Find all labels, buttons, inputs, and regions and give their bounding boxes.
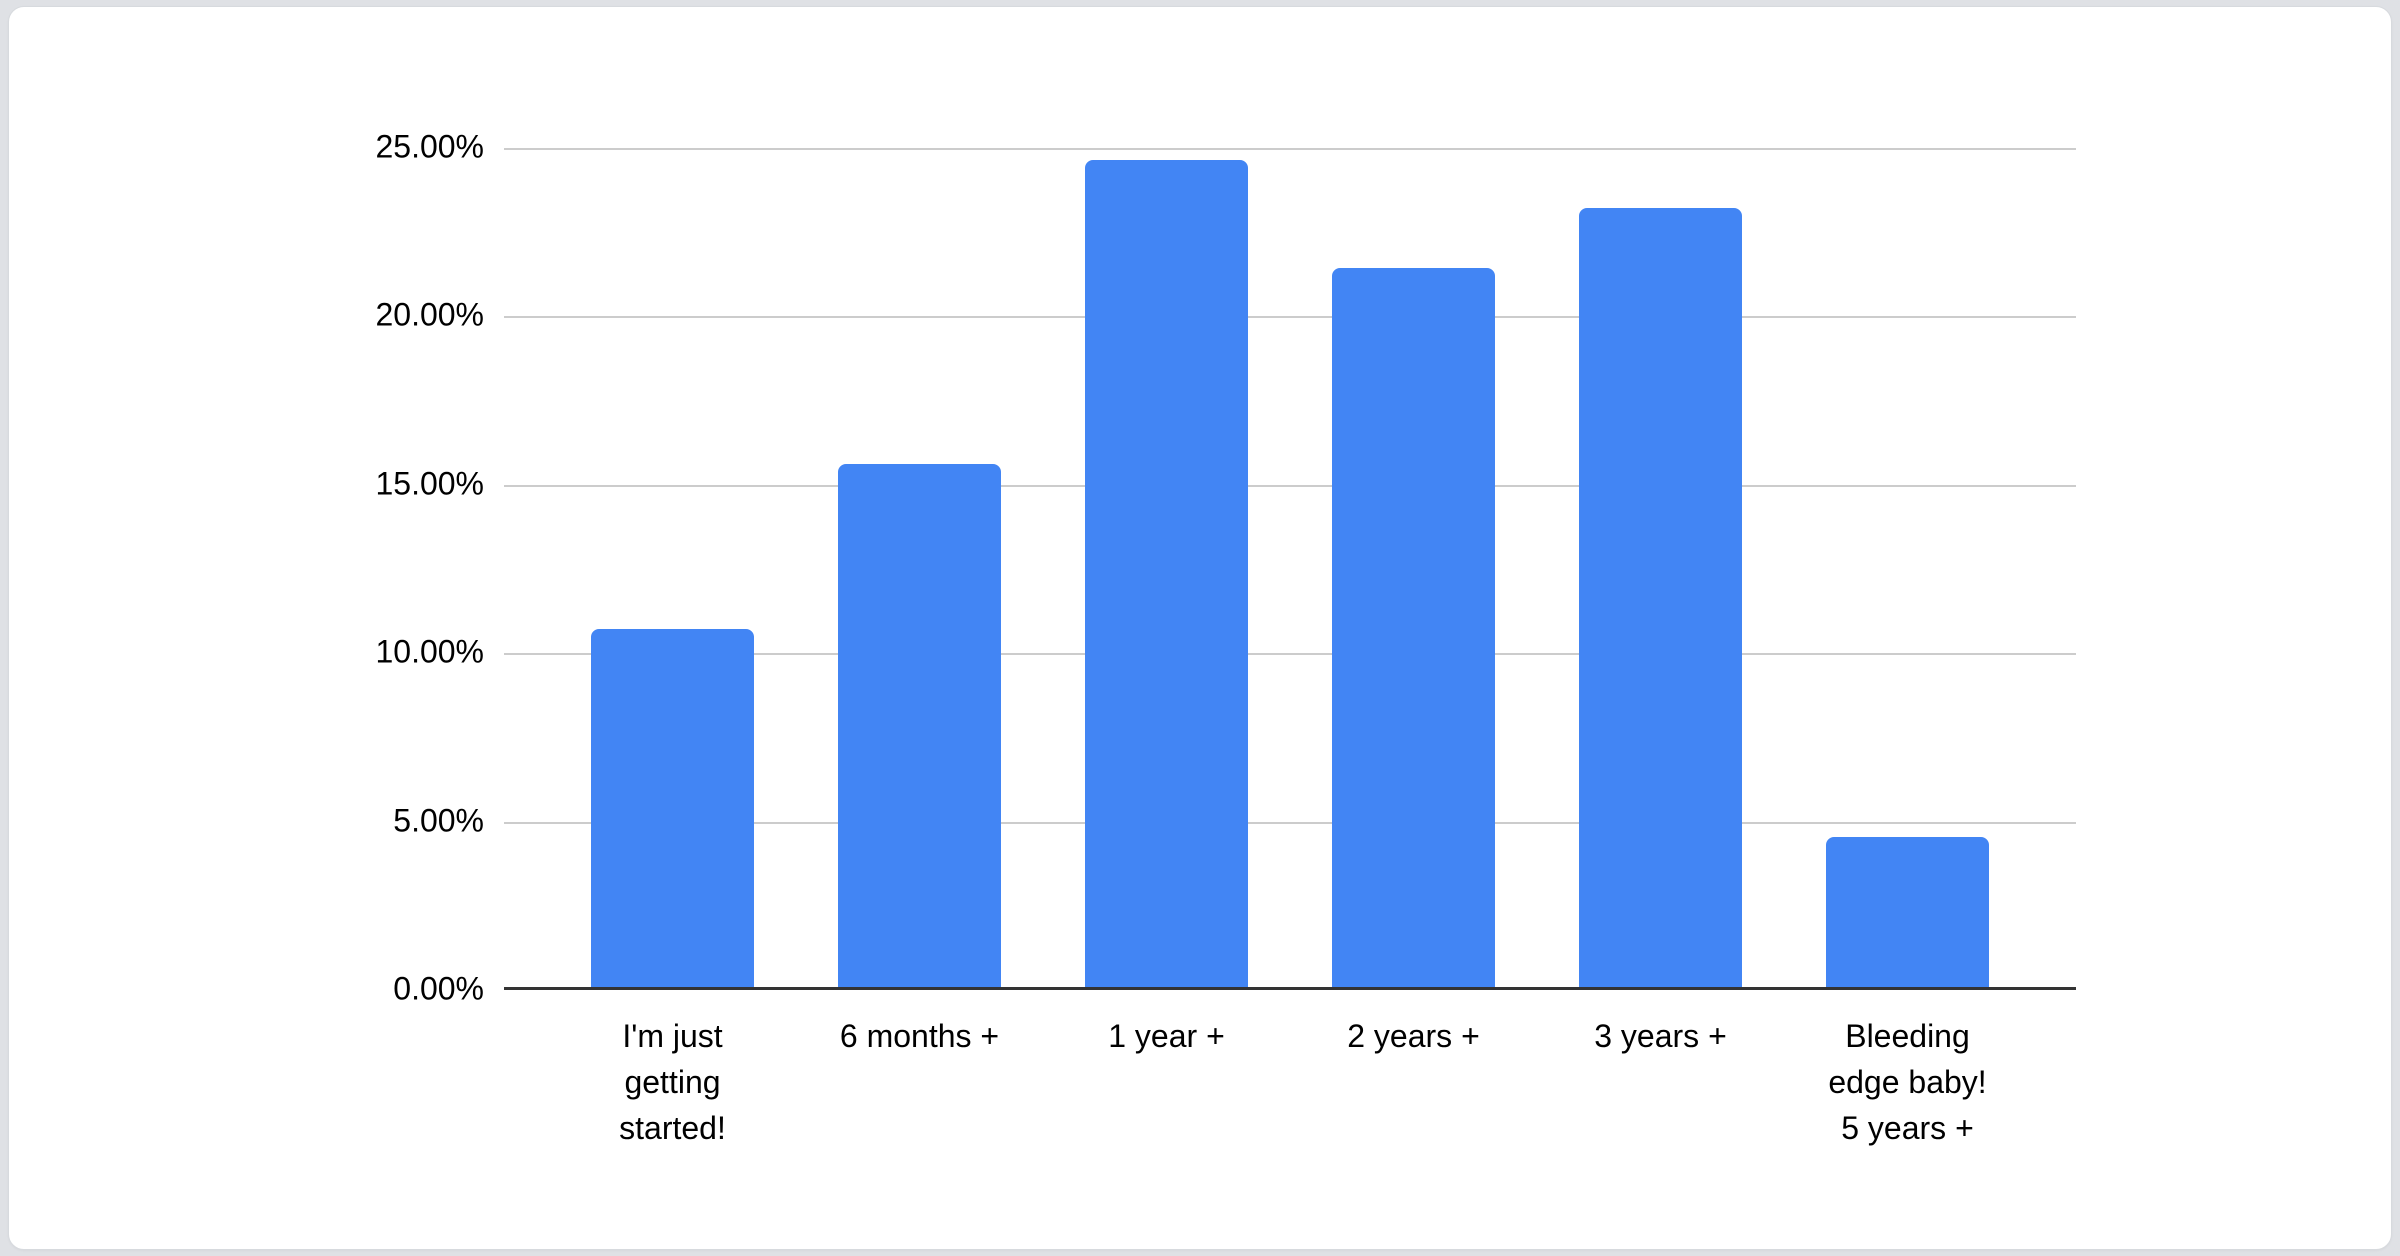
plot-area [504,147,2076,990]
x-axis-category-label-6: Bleeding edge baby! 5 years + [1828,1018,1987,1146]
bar-5[interactable] [1579,207,1742,989]
gridline-10 [504,653,2076,656]
x-axis-line [504,987,2076,990]
bar-series [504,147,2076,989]
bar-2[interactable] [838,463,1001,989]
y-axis-tick-label: 25.00% [375,128,484,165]
gridline-5 [504,821,2076,824]
x-axis-category-label-3: 1 year + [1108,1018,1225,1054]
x-axis: I'm just getting started! 6 months + 1 yea… [504,1013,2076,1151]
y-axis-tick-label: 5.00% [393,802,484,839]
x-axis-category-label-2: 6 months + [839,1018,1000,1054]
gridline-15 [504,484,2076,487]
y-axis-tick-label: 10.00% [375,633,484,670]
y-axis-tick-label: 20.00% [375,296,484,333]
bar-6[interactable] [1826,837,1989,989]
bar-1[interactable] [591,628,754,989]
y-axis-tick-label: 15.00% [375,465,484,502]
x-axis-category-label-4: 2 years + [1347,1018,1480,1054]
gridline-25 [504,148,2076,150]
gridline-20 [504,316,2076,319]
y-axis: 0.00% 5.00% 10.00% 15.00% 20.00% 25.00% [9,7,484,1249]
y-axis-tick-label: 0.00% [393,970,484,1007]
x-axis-category-label-1: I'm just getting started! [619,1018,726,1146]
chart-card: 0.00% 5.00% 10.00% 15.00% 20.00% 25.00% I'm j… [8,6,2392,1250]
bar-4[interactable] [1332,268,1495,989]
x-axis-category-label-5: 3 years + [1594,1018,1727,1054]
bar-3[interactable] [1085,160,1248,989]
